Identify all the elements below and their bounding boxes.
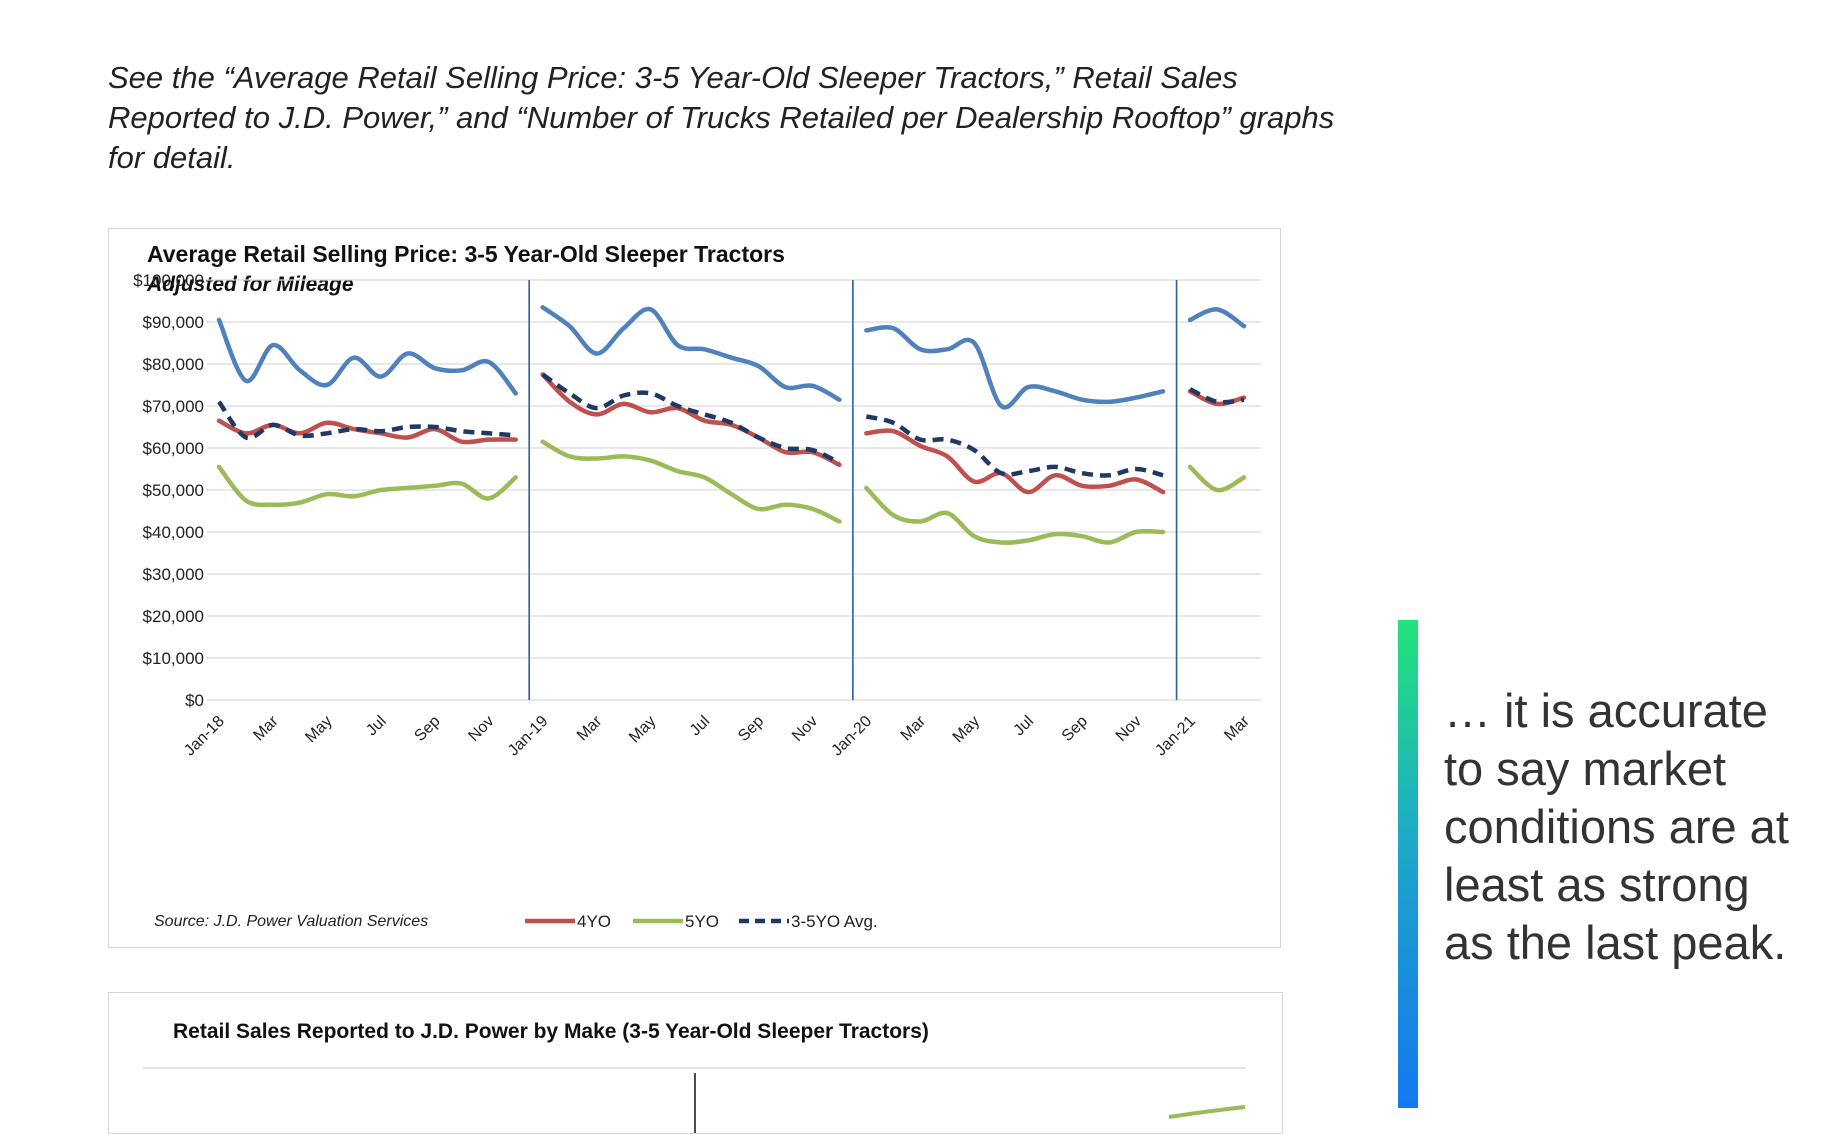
x-tick-label: Jan-21 (1152, 713, 1199, 760)
series-line-3-5yo-avg- (865, 414, 1164, 478)
y-axis-labels: $0 $10,000 $20,000 $30,000 $40,000 $50,000 $60… (133, 271, 204, 710)
y-tick-label: $60,000 (143, 439, 204, 458)
intro-paragraph: See the “Average Retail Selling Price: 3… (108, 60, 1335, 175)
chart-title: Average Retail Selling Price: 3-5 Year-O… (147, 241, 785, 267)
quote-text: … it is accurate to say market condition… (1444, 684, 1789, 969)
series-layer (216, 305, 1247, 545)
chart-subtitle: Adjusted for Mileage (146, 273, 354, 296)
x-tick-label: Sep (735, 713, 767, 745)
x-tick-label: Jul (687, 713, 713, 739)
series-line-5yo (864, 485, 1166, 545)
x-tick-label: Mar (898, 712, 930, 744)
chart-source: Source: J.D. Power Valuation Services (154, 913, 428, 930)
series-line-4yo (540, 372, 842, 468)
x-tick-label: Jul (363, 713, 389, 739)
y-tick-label: $50,000 (143, 481, 204, 500)
x-tick-label: Mar (574, 712, 606, 744)
y-tick-label: $90,000 (143, 313, 204, 332)
series-line-4yo (864, 428, 1166, 495)
x-tick-label: Jan-20 (829, 713, 876, 760)
chart2-series-fragment (1168, 1105, 1246, 1119)
series-line-blue (540, 305, 842, 402)
series-line-3-5yo-avg- (217, 400, 516, 441)
y-tick-label: $30,000 (143, 565, 204, 584)
x-tick-label: Nov (789, 713, 821, 745)
x-tick-label: Jan-18 (181, 713, 228, 760)
x-tick-label: Sep (1059, 713, 1091, 745)
series-line-blue (216, 317, 518, 396)
y-tick-label: $20,000 (143, 607, 204, 626)
x-tick-label: Mar (1221, 712, 1253, 744)
avg-price-chart-svg: Average Retail Selling Price: 3-5 Year-O… (133, 241, 1261, 931)
y-tick-label: $40,000 (143, 523, 204, 542)
x-tick-label: Jul (1011, 713, 1037, 739)
x-tick-label: Sep (411, 713, 443, 745)
grid-layer (207, 279, 1261, 701)
x-tick-label: May (950, 713, 983, 746)
legend-label: 4YO (577, 912, 611, 931)
retail-sales-chart-svg: Retail Sales Reported to J.D. Power by M… (143, 1020, 1246, 1133)
series-line-5yo (216, 464, 518, 508)
x-tick-label: Nov (1113, 713, 1145, 745)
y-tick-label: $100,000 (133, 271, 204, 290)
series-line-blue (864, 325, 1166, 410)
legend: 4YO 5YO 3-5YO Avg. (525, 912, 878, 931)
y-tick-label: $70,000 (143, 397, 204, 416)
x-tick-label: May (626, 713, 659, 746)
series-line-5yo (540, 439, 842, 524)
avg-price-chart: Average Retail Selling Price: 3-5 Year-O… (108, 228, 1281, 948)
series-line-5yo (1187, 464, 1247, 493)
y-tick-label: $80,000 (143, 355, 204, 374)
retail-sales-chart: Retail Sales Reported to J.D. Power by M… (108, 992, 1283, 1134)
x-axis-labels: Jan-18 Mar May Jul Sep Nov Jan-19 Mar May Jul Sep N… (181, 712, 1253, 759)
legend-label: 3-5YO Avg. (791, 912, 878, 931)
y-tick-label: $0 (185, 691, 204, 710)
x-tick-label: May (302, 713, 335, 746)
series-line-3-5yo-avg- (541, 372, 841, 465)
series-line-3-5yo-avg- (1189, 387, 1245, 405)
chart2-title: Retail Sales Reported to J.D. Power by M… (173, 1020, 929, 1043)
x-tick-label: Nov (465, 713, 497, 745)
legend-label: 5YO (685, 912, 719, 931)
pull-quote: … it is accurate to say market condition… (1398, 620, 1789, 1108)
series-line-blue (1187, 307, 1247, 329)
quote-accent-bar (1398, 620, 1418, 1108)
y-tick-label: $10,000 (143, 649, 204, 668)
x-tick-label: Mar (250, 712, 282, 744)
x-tick-label: Jan-19 (505, 713, 552, 760)
